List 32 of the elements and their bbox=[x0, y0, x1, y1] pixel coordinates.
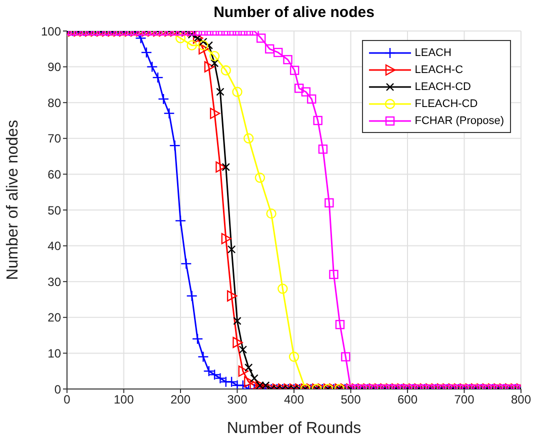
chart-title: Number of alive nodes bbox=[212, 4, 376, 21]
x-tick-label: 500 bbox=[340, 392, 362, 407]
y-axis-title: Number of alive nodes bbox=[4, 120, 22, 280]
y-tick-label: 80 bbox=[48, 96, 62, 110]
legend-label: FLEACH-CD bbox=[414, 98, 478, 110]
y-tick-label: 0 bbox=[54, 382, 62, 396]
y-tick-label: 60 bbox=[48, 167, 62, 182]
x-tick-label: 300 bbox=[227, 392, 248, 407]
y-tick-label: 50 bbox=[48, 203, 62, 218]
y-tick-label: 70 bbox=[48, 132, 62, 146]
y-tick-label: 10 bbox=[48, 346, 62, 360]
legend-label: LEACH-C bbox=[414, 64, 464, 76]
x-tick-label: 100 bbox=[114, 392, 134, 407]
y-tick-label: 20 bbox=[48, 310, 62, 325]
x-axis-title: Number of Rounds bbox=[226, 420, 362, 437]
x-tick-label: 800 bbox=[510, 392, 532, 407]
legend-label: LEACH bbox=[414, 46, 452, 58]
legend-label: LEACH-CD bbox=[414, 80, 471, 92]
x-tick-label: 600 bbox=[397, 392, 418, 407]
x-tick-label: 700 bbox=[454, 392, 475, 407]
x-tick-label: 200 bbox=[170, 392, 191, 407]
point bbox=[244, 133, 254, 144]
y-tick-label: 90 bbox=[48, 60, 62, 74]
point bbox=[254, 172, 266, 183]
legend-label: FCHAR (Propose) bbox=[414, 114, 504, 126]
y-tick-label: 100 bbox=[40, 24, 62, 38]
y-tick-label: 30 bbox=[48, 274, 62, 289]
y-tick-label: 40 bbox=[48, 239, 62, 254]
point bbox=[278, 284, 288, 294]
x-tick-label: 0 bbox=[64, 392, 71, 407]
x-tick-label: 400 bbox=[284, 392, 304, 407]
point bbox=[266, 208, 276, 219]
